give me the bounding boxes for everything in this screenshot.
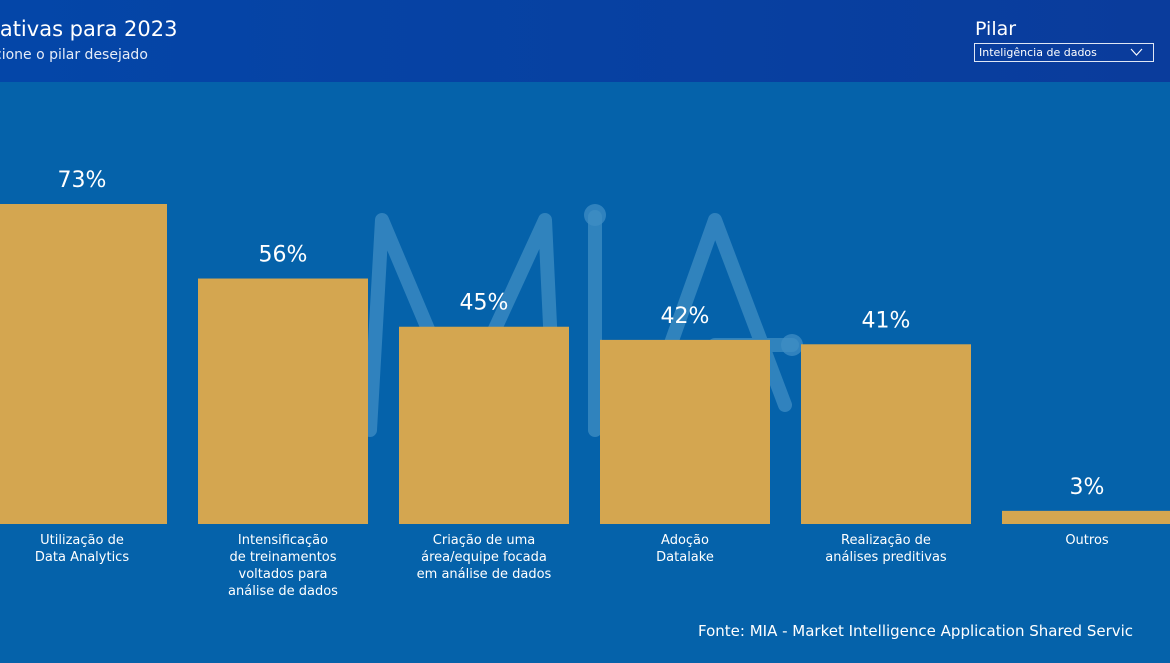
bar-value-label-2: 56% [259,243,308,268]
category-label-2: Intensificação de treinamentos voltados … [228,533,338,599]
page-subtitle: cione o pilar desejado [0,47,148,63]
bar-6 [1002,510,1170,524]
source-note: Fonte: MIA - Market Intelligence Applica… [698,622,1134,640]
category-label-5: Realização de análises preditivas [825,533,947,565]
header-bar: iativas para 2023 cione o pilar desejado… [0,0,1170,82]
filter-label: Pilar [975,18,1017,40]
chevron-down-icon [1130,48,1143,56]
category-label-1: Utilização de Data Analytics [34,533,130,565]
bar-value-label-1: 73% [58,168,107,193]
bar-value-label-3: 45% [460,291,509,316]
category-label-6: Outros [1065,533,1109,548]
category-label-4: Adoção Datalake [656,533,714,565]
bar-value-label-5: 41% [862,308,911,333]
bar-3 [399,326,569,524]
bar-4 [600,339,770,524]
bar-value-label-4: 42% [661,304,710,329]
bar-2 [198,278,368,524]
category-label-3: Criação de uma área/equipe focada em aná… [416,533,552,582]
pilar-dropdown-value: Inteligência de dados [979,46,1097,59]
page-title: iativas para 2023 [0,17,178,41]
bar-value-label-6: 3% [1070,475,1105,500]
bar-5 [801,344,971,524]
pilar-dropdown[interactable]: Inteligência de dados [974,43,1154,62]
bar-1 [0,204,167,524]
